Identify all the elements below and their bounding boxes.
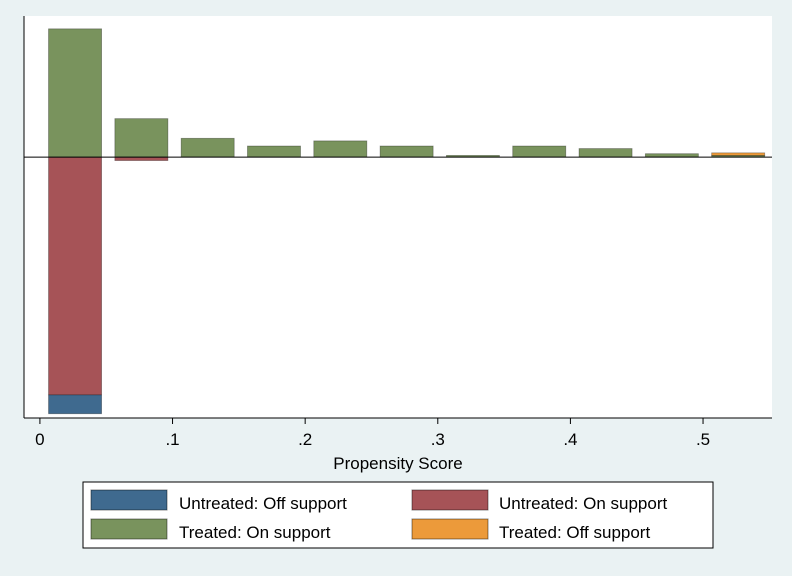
- legend-swatch-1: [411, 489, 489, 511]
- x-axis-title: Propensity Score: [333, 454, 462, 473]
- x-tick-label-5: .5: [696, 430, 710, 449]
- x-ticks-group: 0 .1 .2 .3 .4 .5: [35, 418, 710, 449]
- legend-swatch-2: [90, 518, 168, 540]
- legend-label-3: Treated: Off support: [499, 523, 650, 542]
- bar-untreated-on-support-0: [48, 156, 102, 396]
- bar-treated-on-support-7: [512, 145, 567, 158]
- legend-swatch-3: [411, 518, 489, 540]
- bar-untreated-on-support-1: [114, 156, 169, 161]
- bar-treated-on-support-8: [578, 148, 633, 158]
- legend-label-0: Untreated: Off support: [179, 494, 347, 513]
- bar-treated-on-support-1: [114, 118, 169, 158]
- bar-treated-on-support-0: [48, 28, 102, 158]
- legend-swatch-0: [90, 489, 168, 511]
- bar-treated-on-support-3: [247, 145, 301, 158]
- bar-untreated-off-support-0: [48, 394, 102, 415]
- legend-items: Untreated: Off support Untreated: On supp…: [90, 489, 667, 542]
- legend-box: [82, 481, 714, 549]
- x-tick-label-3: .3: [431, 430, 445, 449]
- plot-area: [24, 16, 772, 418]
- x-tick-label-0: 0: [35, 430, 44, 449]
- bar-treated-on-support-5: [379, 145, 434, 158]
- bar-treated-on-support-9: [644, 153, 699, 158]
- bar-treated-off-support-10: [711, 152, 766, 156]
- x-tick-label-4: .4: [563, 430, 577, 449]
- x-tick-label-2: .2: [298, 430, 312, 449]
- legend: Untreated: Off support Untreated: On supp…: [82, 481, 714, 549]
- x-tick-label-1: .1: [165, 430, 179, 449]
- bar-treated-on-support-4: [313, 140, 368, 158]
- legend-label-2: Treated: On support: [179, 523, 331, 542]
- bars-group: [48, 28, 766, 415]
- bar-treated-on-support-2: [180, 137, 235, 158]
- legend-label-1: Untreated: On support: [499, 494, 667, 513]
